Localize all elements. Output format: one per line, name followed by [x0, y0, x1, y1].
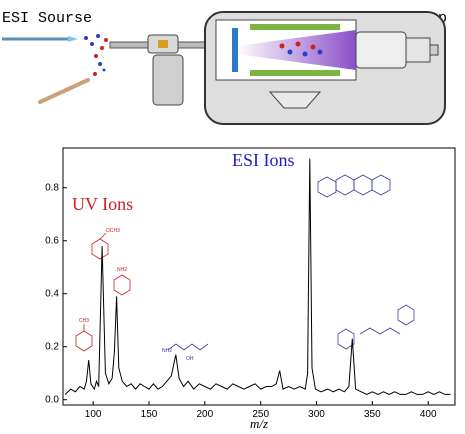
uv-beam — [236, 30, 356, 70]
uv-ions-label: UV Ions — [72, 194, 133, 214]
x-tick-label: 100 — [85, 409, 102, 420]
ions — [279, 41, 323, 57]
y-tick-label: 0.4 — [45, 289, 59, 300]
valve-ring — [158, 40, 168, 48]
lamp-tip — [429, 44, 439, 56]
source-label: ESI Sourse — [2, 10, 92, 27]
lamp-cap — [405, 37, 431, 63]
x-tick-label: 300 — [308, 409, 325, 420]
x-tick-label: 350 — [364, 409, 381, 420]
droplets — [84, 34, 108, 76]
instrument-diagram: ESI Sourse UV Lamp — [2, 10, 447, 125]
structures — [75, 174, 415, 352]
lamp-body — [355, 31, 407, 69]
plate-bottom — [250, 70, 340, 76]
y-tick-label: 0.2 — [45, 342, 59, 353]
plate-top — [250, 24, 340, 30]
esi-ions-label: ESI Ions — [232, 150, 295, 170]
structure-label: NH2 — [162, 348, 172, 354]
x-tick-label: 200 — [196, 409, 213, 420]
detector — [268, 91, 322, 109]
structure-label: CH3 — [79, 318, 89, 324]
swab — [38, 78, 90, 104]
valve-body — [152, 54, 184, 106]
plot-frame — [62, 147, 456, 406]
y-tick-label: 0.8 — [45, 183, 59, 194]
electrode — [232, 28, 238, 72]
x-tick-label: 250 — [252, 409, 269, 420]
x-tick-label: 150 — [141, 409, 158, 420]
structure-label: OH — [186, 356, 194, 362]
y-tick-label: 0.6 — [45, 236, 59, 247]
x-tick-label: 400 — [420, 409, 437, 420]
structure-label: OCH3 — [106, 228, 120, 234]
spray-tip — [68, 36, 78, 42]
x-axis-label: m/z — [250, 416, 268, 431]
spectrum-line — [64, 158, 451, 395]
structure-label: NH2 — [117, 267, 127, 273]
y-tick-label: 0.0 — [45, 395, 59, 406]
